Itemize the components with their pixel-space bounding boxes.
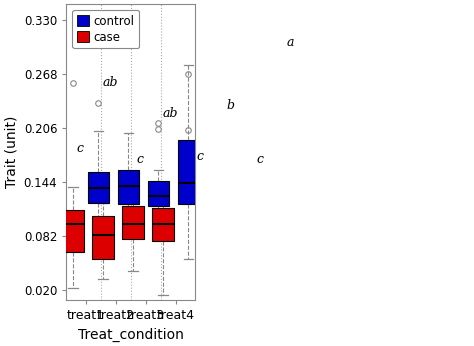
Text: a: a [287, 36, 294, 49]
Text: c: c [257, 153, 264, 166]
Bar [178, 140, 199, 204]
Text: c: c [197, 151, 204, 163]
Y-axis label: Trait (unit): Trait (unit) [4, 116, 18, 188]
Bar [147, 181, 169, 206]
Text: ab: ab [103, 76, 118, 90]
Bar [122, 206, 144, 239]
Bar [92, 216, 114, 259]
Text: ab: ab [163, 107, 178, 120]
Legend: control, case: control, case [72, 10, 139, 48]
X-axis label: Treat_condition: Treat_condition [78, 328, 184, 342]
Text: b: b [227, 99, 234, 112]
Text: c: c [137, 153, 144, 166]
Bar [153, 208, 174, 241]
Bar [88, 172, 109, 203]
Text: c: c [77, 142, 84, 155]
Bar [63, 210, 84, 252]
Bar [118, 170, 139, 204]
